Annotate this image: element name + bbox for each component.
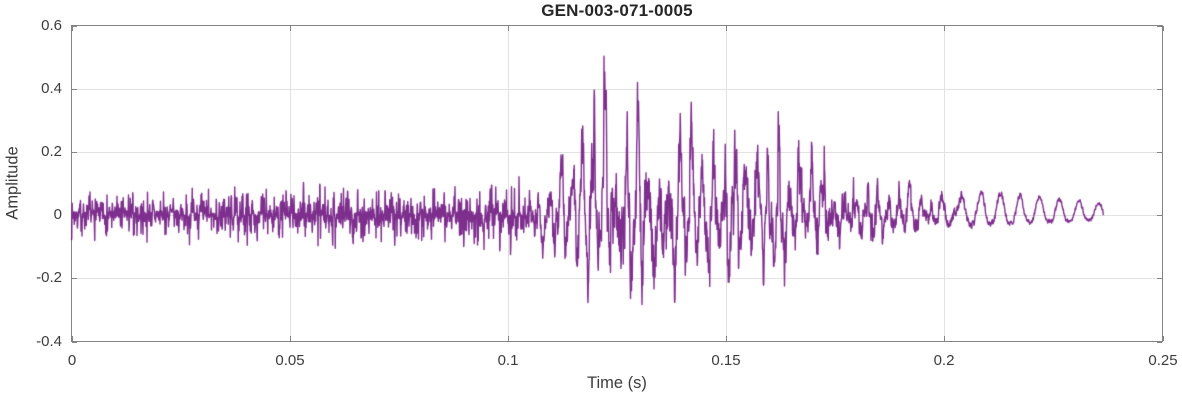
matlab-figure: GEN-003-071-0005 Amplitude Time (s) 00.0…: [0, 0, 1182, 404]
waveform-canvas: [0, 0, 1182, 404]
